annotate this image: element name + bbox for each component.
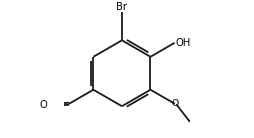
Text: OH: OH <box>175 38 190 48</box>
Text: O: O <box>171 99 178 108</box>
Text: Br: Br <box>116 2 128 12</box>
Text: O: O <box>40 100 47 110</box>
